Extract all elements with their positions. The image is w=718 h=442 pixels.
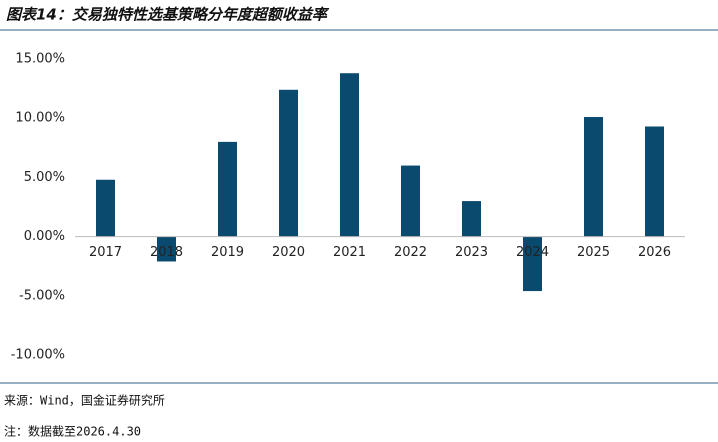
date-note: 注：数据截至2026.4.30: [4, 424, 141, 439]
bar: [218, 141, 237, 237]
bar: [279, 89, 298, 237]
x-tick-label: 2020: [272, 245, 305, 260]
x-tick-label: 2018: [150, 245, 183, 260]
x-tick-label: 2026: [638, 245, 671, 260]
bar: [584, 117, 603, 237]
x-tick-label: 2025: [577, 245, 610, 260]
x-tick-label: 2019: [211, 245, 244, 260]
bar: [157, 236, 176, 262]
x-tick-label: 2021: [333, 245, 366, 260]
y-tick-label: -10.00%: [11, 348, 65, 363]
y-tick-label: 0.00%: [24, 229, 65, 244]
bar: [340, 73, 359, 237]
bar: [523, 236, 542, 292]
bar: [645, 126, 664, 237]
chart-title: 图表14：交易独特性选基策略分年度超额收益率: [6, 6, 330, 24]
y-tick-label: 15.00%: [15, 52, 65, 67]
bar: [401, 165, 420, 237]
x-tick-label: 2022: [394, 245, 427, 260]
bar: [96, 179, 115, 237]
source-note: 来源：Wind，国金证券研究所: [4, 393, 165, 408]
bar: [462, 201, 481, 237]
x-tick-label: 2023: [455, 245, 488, 260]
x-tick-label: 2017: [89, 245, 122, 260]
y-tick-label: 10.00%: [15, 111, 65, 126]
x-tick-label: 2024: [516, 245, 549, 260]
y-tick-label: 5.00%: [24, 170, 65, 185]
y-tick-label: -5.00%: [19, 288, 65, 303]
